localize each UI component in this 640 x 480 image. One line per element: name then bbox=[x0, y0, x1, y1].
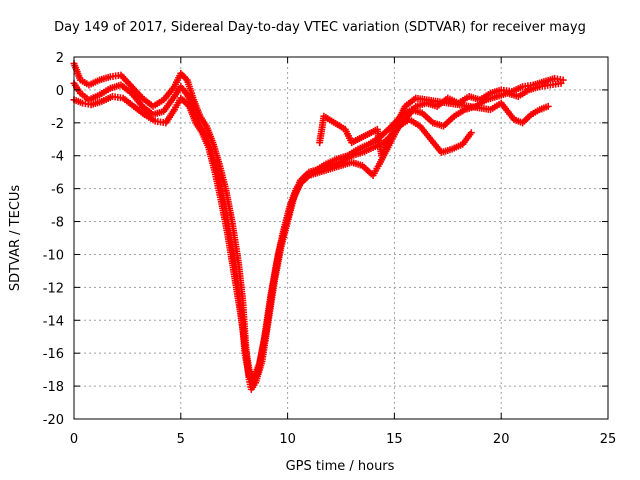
series-track-3 bbox=[70, 92, 475, 382]
y-tick-label: 0 bbox=[56, 84, 64, 99]
series-track-4 bbox=[316, 94, 552, 160]
y-tick-label: -16 bbox=[43, 347, 64, 362]
y-tick-label: -12 bbox=[43, 281, 64, 296]
y-tick-label: -14 bbox=[43, 314, 64, 329]
y-tick-label: -20 bbox=[43, 413, 64, 428]
data-point bbox=[557, 79, 565, 87]
plot-frame bbox=[73, 56, 609, 420]
x-tick-label: 20 bbox=[493, 432, 510, 447]
y-tick-label: -10 bbox=[43, 248, 64, 263]
x-axis-label: GPS time / hours bbox=[286, 459, 395, 474]
x-tick-label: 5 bbox=[177, 432, 185, 447]
y-tick-label: -4 bbox=[51, 150, 64, 165]
x-tick-label: 0 bbox=[70, 432, 78, 447]
x-tick-label: 25 bbox=[600, 432, 617, 447]
y-tick-label: -8 bbox=[51, 216, 64, 231]
chart-title: Day 149 of 2017, Sidereal Day-to-day VTE… bbox=[54, 20, 586, 35]
data-point bbox=[544, 102, 552, 110]
y-axis-label: SDTVAR / TECUs bbox=[8, 185, 23, 292]
y-tick-label: -18 bbox=[43, 380, 64, 395]
y-tick-label: -6 bbox=[51, 183, 64, 198]
y-tick-label: 2 bbox=[56, 51, 64, 66]
data-series bbox=[70, 60, 567, 393]
y-tick-label: -2 bbox=[51, 117, 64, 132]
x-tick-label: 15 bbox=[386, 432, 403, 447]
x-tick-label: 10 bbox=[279, 432, 296, 447]
data-point bbox=[467, 129, 475, 137]
